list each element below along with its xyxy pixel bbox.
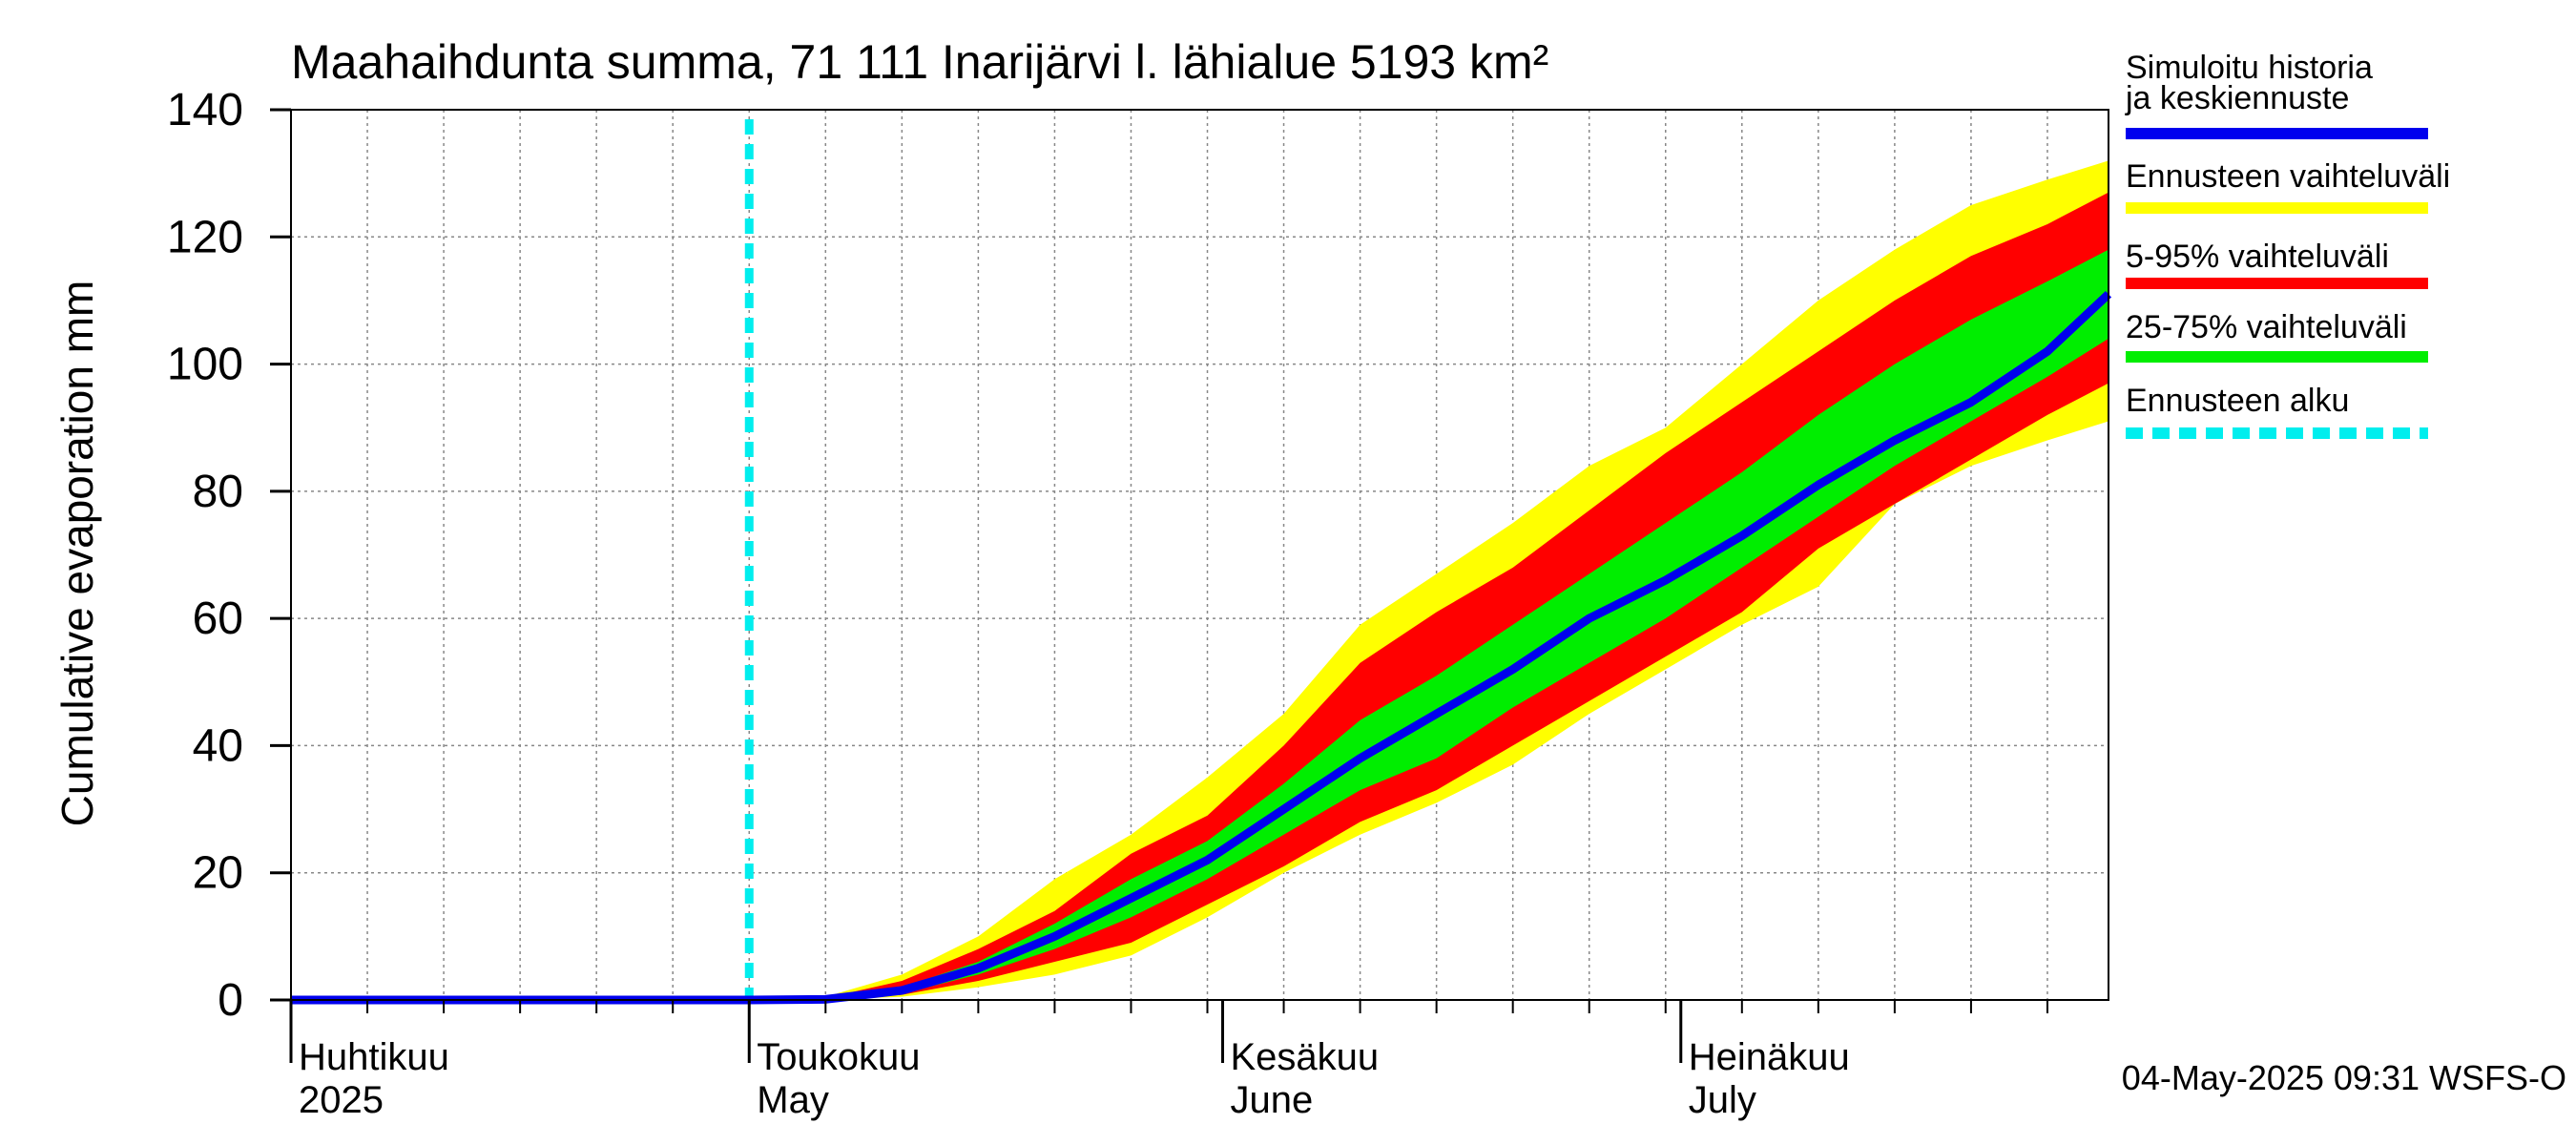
x-month-label-fi: Toukokuu	[757, 1036, 920, 1078]
y-tick-label: 120	[167, 212, 243, 262]
x-month-label-fi: Huhtikuu	[299, 1036, 449, 1078]
y-tick-label: 140	[167, 85, 243, 135]
x-month-label-fi: Kesäkuu	[1231, 1036, 1380, 1078]
y-axis-label: Cumulative evaporation mm	[52, 281, 102, 827]
y-tick-label: 60	[193, 593, 243, 644]
y-tick-label: 100	[167, 340, 243, 390]
band-range-5-95	[291, 192, 2109, 1000]
band-layer	[291, 160, 2109, 1001]
legend-layer: Simuloitu historia ja keskiennuste Ennuste…	[2125, 50, 2450, 439]
y-tick-label: 20	[193, 848, 243, 899]
chart-title: Maahaihdunta summa, 71 111 Inarijärvi l.…	[291, 35, 1548, 89]
y-tick-label: 0	[218, 975, 243, 1026]
legend-label: Ennusteen alku	[2126, 383, 2349, 419]
x-month-label-en: 2025	[299, 1079, 384, 1121]
legend-label: Simuloitu historia ja keskiennuste	[2125, 50, 2373, 116]
x-month-label-fi: Heinäkuu	[1689, 1036, 1850, 1078]
timestamp-footer: 04-May-2025 09:31 WSFS-O	[2122, 1058, 2566, 1097]
x-month-label-en: May	[757, 1079, 829, 1121]
band-range-25-75	[291, 249, 2109, 1001]
legend-label: 25-75% vaihteluväli	[2126, 309, 2407, 345]
y-tick-label: 80	[193, 467, 243, 517]
y-tick-label: 40	[193, 720, 243, 771]
legend-label: Ennusteen vaihteluväli	[2126, 158, 2450, 195]
x-month-label-en: July	[1689, 1079, 1756, 1121]
legend-label: 5-95% vaihteluväli	[2126, 239, 2389, 275]
x-month-label-en: June	[1231, 1079, 1314, 1121]
plot-frame	[290, 109, 2109, 1001]
